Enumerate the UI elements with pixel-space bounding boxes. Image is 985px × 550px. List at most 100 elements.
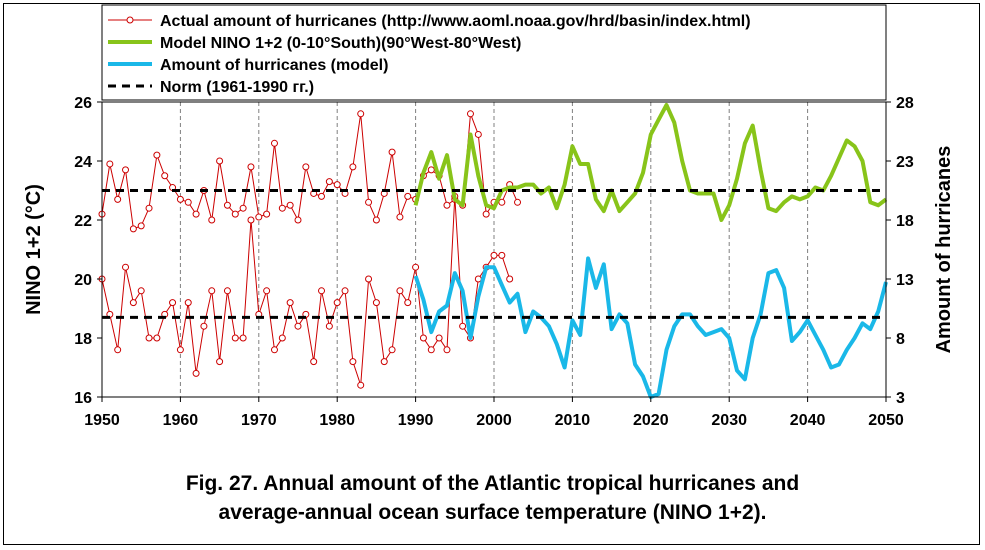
- series-line-0: [101, 113, 518, 230]
- right-axis-title: Amount of hurricanes: [933, 146, 955, 354]
- series-1-point: [153, 334, 161, 342]
- series-1-point: [435, 334, 443, 342]
- legend-label: Actual amount of hurricanes (http://www.…: [160, 13, 751, 30]
- series-line-2: [413, 103, 888, 222]
- series-0-point: [482, 210, 490, 218]
- series-1-point: [490, 251, 498, 259]
- series-0-point: [239, 204, 247, 212]
- series-0-point: [372, 216, 380, 224]
- series-1-point: [506, 275, 514, 283]
- series-0-point: [231, 210, 239, 218]
- left-axis-tick-label: 24: [74, 154, 92, 171]
- legend-label: Norm (1961-1990 гг.): [160, 79, 314, 96]
- series-1-point: [349, 358, 357, 366]
- right-axis-tick-label: 13: [896, 272, 914, 289]
- series-0-point: [223, 201, 231, 209]
- series-0-point: [106, 160, 114, 168]
- series-1-point: [341, 287, 349, 295]
- x-axis-tick-label: 1970: [241, 412, 277, 429]
- series-1-point: [216, 358, 224, 366]
- x-axis-tick-label: 1990: [398, 412, 434, 429]
- x-axis-tick-label: 1950: [84, 412, 120, 429]
- right-axis-tick-label: 8: [896, 331, 905, 348]
- series-1-point: [184, 299, 192, 307]
- series-0-point: [349, 163, 357, 171]
- series-1-point: [333, 299, 341, 307]
- series-1-point: [129, 299, 137, 307]
- series-0-point: [278, 204, 286, 212]
- series-0-point: [514, 198, 522, 206]
- series-1-point: [459, 322, 467, 330]
- x-axis-tick-label: 1960: [163, 412, 199, 429]
- series-1-point: [396, 287, 404, 295]
- x-axis-tick-label: 2040: [790, 412, 826, 429]
- left-axis-tick-label: 26: [74, 95, 92, 112]
- series-0-point: [357, 110, 365, 118]
- left-axis-tick-label: 22: [74, 213, 92, 230]
- left-axis-tick-label: 20: [74, 272, 92, 289]
- series-1-point: [176, 346, 184, 354]
- right-axis-tick-label: 28: [896, 95, 914, 112]
- series-1-point: [318, 287, 326, 295]
- right-axis-tick-label: 18: [896, 213, 914, 230]
- figure-caption-line-1: Fig. 27. Annual amount of the Atlantic t…: [185, 472, 800, 495]
- series-0-point: [184, 198, 192, 206]
- x-axis-tick-label: 2030: [711, 412, 747, 429]
- series-1-point: [145, 334, 153, 342]
- left-axis-tick-label: 18: [74, 331, 92, 348]
- series-1-point: [286, 299, 294, 307]
- series-1-point: [137, 287, 145, 295]
- series-0-point: [192, 210, 200, 218]
- legend-label: Amount of hurricanes (model): [160, 57, 388, 74]
- left-axis-title: NINO 1+2 (°C): [23, 184, 45, 315]
- series-group: [98, 103, 888, 399]
- series-0-point: [318, 192, 326, 200]
- series-1-point: [122, 263, 130, 271]
- series-0-point: [208, 216, 216, 224]
- legend: Actual amount of hurricanes (http://www.…: [101, 4, 887, 101]
- series-1-point: [498, 251, 506, 259]
- series-1-point: [114, 346, 122, 354]
- series-0-point: [153, 151, 161, 159]
- legend-box: [101, 4, 887, 101]
- series-0-point: [498, 198, 506, 206]
- series-0-point: [474, 130, 482, 138]
- right-axis-tick-label: 3: [896, 390, 905, 407]
- series-0-point: [286, 201, 294, 209]
- legend-swatch-marker: [126, 16, 134, 24]
- series-1-point: [443, 346, 451, 354]
- x-axis-tick-label: 1980: [319, 412, 355, 429]
- series-1-point: [263, 287, 271, 295]
- series-0-point: [302, 163, 310, 171]
- series-1-point: [294, 322, 302, 330]
- series-0-point: [333, 181, 341, 189]
- series-1-point: [372, 299, 380, 307]
- series-0-point: [216, 157, 224, 165]
- series-1-point: [412, 263, 420, 271]
- figure-caption-line-2: average-annual ocean surface temperature…: [218, 501, 767, 524]
- series-1-point: [404, 299, 412, 307]
- series-0-point: [137, 222, 145, 230]
- x-axis-tick-label: 2020: [633, 412, 669, 429]
- series-1-point: [208, 287, 216, 295]
- right-axis-tick-label: 23: [896, 154, 914, 171]
- series-1-point: [427, 346, 435, 354]
- series-0-point: [247, 163, 255, 171]
- x-axis-tick-label: 2000: [476, 412, 512, 429]
- series-1-point: [192, 369, 200, 377]
- series-1-point: [278, 334, 286, 342]
- series-1-point: [419, 334, 427, 342]
- series-1-point: [223, 287, 231, 295]
- series-0-point: [427, 166, 435, 174]
- series-0-point: [396, 213, 404, 221]
- series-0-point: [114, 195, 122, 203]
- series-0-point: [466, 110, 474, 118]
- series-1-point: [200, 322, 208, 330]
- series-1-point: [365, 275, 373, 283]
- series-1-point: [270, 346, 278, 354]
- series-1-point: [388, 346, 396, 354]
- series-0-point: [294, 216, 302, 224]
- legend-label: Model NINO 1+2 (0-10°South)(90°West-80°W…: [160, 35, 521, 52]
- series-1-point: [310, 358, 318, 366]
